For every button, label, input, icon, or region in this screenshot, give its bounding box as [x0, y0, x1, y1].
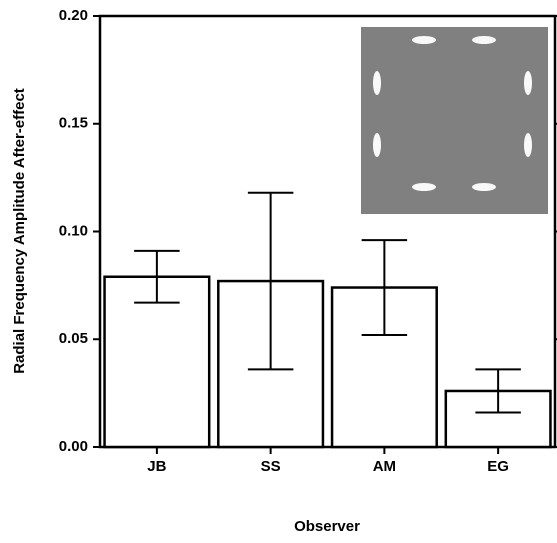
- x-tick-label: JB: [147, 458, 166, 475]
- error-bar: [247, 191, 294, 371]
- error-bar: [361, 239, 408, 336]
- error-bar: [475, 368, 521, 414]
- bar: [103, 275, 211, 449]
- y-tick-label: 0.05: [59, 330, 88, 347]
- x-tick-label: EG: [487, 458, 509, 475]
- y-tick-label: 0.10: [59, 222, 88, 239]
- inset-stimulus: [361, 27, 548, 214]
- x-tick-label: AM: [373, 458, 396, 475]
- y-axis-label: Radial Frequency Amplitude After-effect: [11, 88, 28, 374]
- y-tick-label: 0.20: [59, 7, 88, 24]
- y-tick-label: 0.00: [59, 438, 88, 455]
- x-axis-label: Observer: [294, 518, 360, 535]
- error-bar: [134, 249, 180, 304]
- y-tick-label: 0.15: [59, 115, 88, 132]
- x-tick-label: SS: [261, 458, 281, 475]
